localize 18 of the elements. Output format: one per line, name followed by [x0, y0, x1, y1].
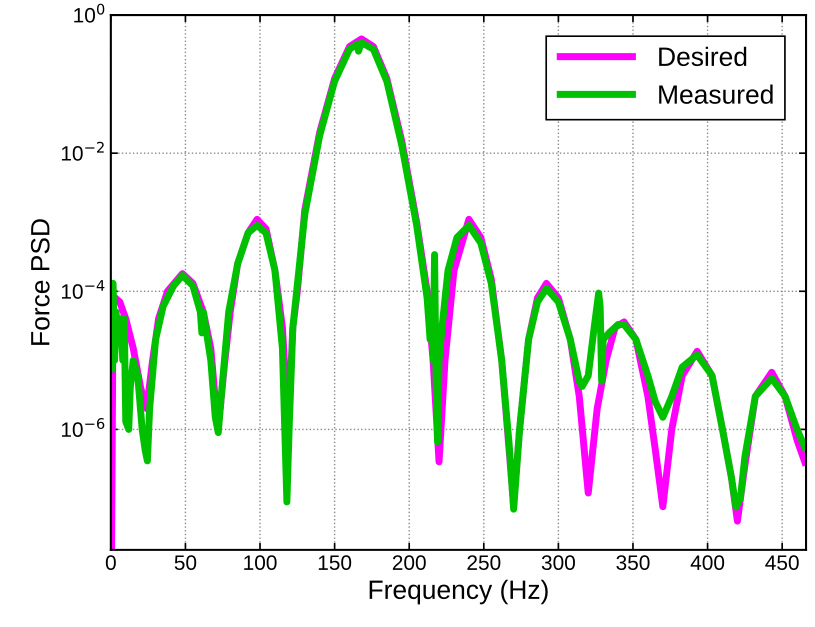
x-tick-label: 0: [106, 555, 116, 570]
y-tick-label: 10$^{−6}$: [62, 418, 104, 437]
x-tick-label: 450: [765, 555, 799, 570]
y-tick-label: 10$^{−2}$: [62, 142, 104, 161]
x-tick-label: 350: [616, 555, 650, 570]
y-tick-label: 10$^{0}$: [74, 4, 104, 23]
x-tick-label: 300: [542, 555, 575, 570]
legend-label: Measured: [659, 84, 773, 104]
x-axis-title: Frequency (Hz): [370, 580, 548, 604]
x-tick-label: 150: [318, 555, 352, 570]
y-tick-label: 10$^{−4}$: [62, 280, 104, 299]
y-axis-title: Force PSD: [30, 219, 50, 345]
legend-label: Desired: [659, 46, 746, 66]
x-tick-label: 50: [174, 555, 196, 570]
x-tick-label: 100: [244, 555, 277, 570]
x-tick-label: 250: [467, 555, 500, 570]
x-tick-label: 400: [690, 555, 724, 570]
x-tick-label: 200: [392, 555, 426, 570]
